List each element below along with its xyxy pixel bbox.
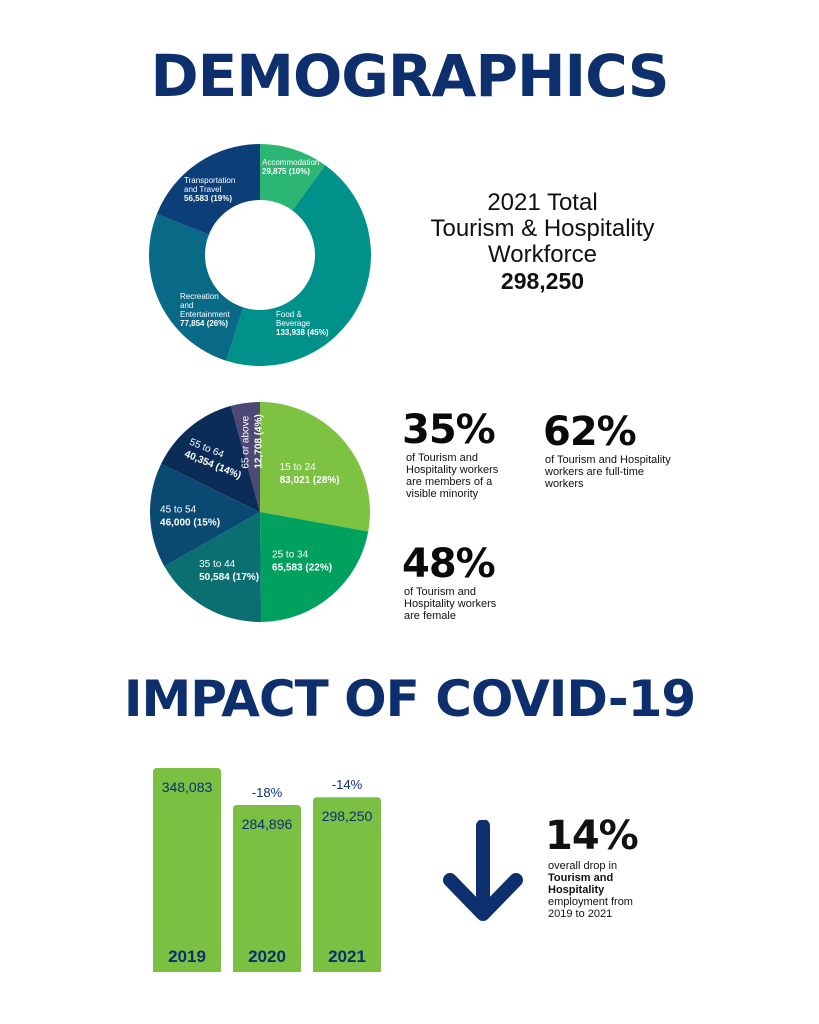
pie-value-15-to-24: 83,021 (28%) bbox=[280, 475, 340, 486]
workforce-line1: 2021 Total bbox=[487, 189, 598, 216]
overall-drop-desc: overall drop in Tourism and Hospitality … bbox=[548, 860, 638, 920]
demographics-heading: DEMOGRAPHICS bbox=[150, 42, 670, 110]
workforce-line2: Tourism & Hospitality bbox=[430, 215, 655, 242]
donut-label-recreation-and-entertainment: Recreation and Entertainment bbox=[180, 292, 231, 319]
employment-bar-chart: 348,083 2019 284,896 2020 -18% 298,250 2021 -14… bbox=[153, 768, 381, 972]
age-pie-chart: 15 to 24 83,021 (28%) 25 to 34 65,583 (22%)… bbox=[150, 402, 370, 622]
bar-category-2020: 2020 bbox=[248, 947, 286, 966]
donut-value-accommodation: 29,875 (10%) bbox=[262, 167, 310, 176]
pie-slice-65-or-above bbox=[230, 402, 260, 512]
pie-slice-15-to-24 bbox=[260, 402, 370, 532]
bar-value-2021: 298,250 bbox=[322, 808, 373, 824]
visible-minority-desc: of Tourism and Hospitality workers are m… bbox=[406, 452, 499, 500]
workforce-total: 298,250 bbox=[500, 268, 585, 294]
bar-value-2019: 348,083 bbox=[162, 779, 213, 795]
donut-slice-recreation-and-entertainment bbox=[148, 213, 244, 361]
female-desc: of Tourism and Hospitality workers are f… bbox=[404, 586, 497, 622]
donut-slice-food-beverage bbox=[226, 165, 371, 366]
donut-value-food-beverage: 133,938 (45%) bbox=[276, 328, 329, 337]
overall-drop-desc-post: employment from 2019 to 2021 bbox=[548, 896, 633, 920]
visible-minority-value: 35% bbox=[402, 407, 496, 453]
bar-change-2021: -14% bbox=[332, 777, 363, 792]
pie-slice-35-to-44 bbox=[164, 512, 262, 622]
donut-label-food-beverage: Food & Beverage bbox=[276, 310, 311, 328]
donut-value-recreation-and-entertainment: 77,854 (26%) bbox=[180, 319, 228, 328]
pie-slice-25-to-34 bbox=[260, 512, 369, 622]
overall-drop-value: 14% bbox=[545, 813, 639, 859]
bar-value-2020: 284,896 bbox=[242, 816, 293, 832]
donut-label-accommodation: Accommodation bbox=[262, 158, 319, 167]
pie-value-45-to-54: 46,000 (15%) bbox=[160, 517, 220, 528]
pie-label-35-to-44: 35 to 44 bbox=[199, 559, 236, 570]
pie-value-25-to-34: 65,583 (22%) bbox=[272, 562, 332, 573]
female-value: 48% bbox=[402, 541, 496, 587]
pie-label-15-to-24: 15 to 24 bbox=[280, 462, 317, 473]
workforce-line3: Workforce bbox=[488, 241, 597, 268]
workforce-summary: 2021 Total Tourism & Hospitality Workfor… bbox=[400, 189, 685, 295]
donut-slice-accommodation bbox=[260, 144, 326, 211]
overall-drop-desc-pre: overall drop in bbox=[548, 860, 618, 872]
full-time-desc: of Tourism and Hospitality workers are f… bbox=[545, 454, 671, 490]
bar-2020 bbox=[233, 805, 301, 972]
visible-minority-stat: 35% of Tourism and Hospitality workers a… bbox=[402, 408, 501, 500]
overall-drop-stat: 14% overall drop in Tourism and Hospital… bbox=[545, 812, 639, 920]
down-arrow-icon bbox=[443, 820, 523, 921]
pie-label-45-to-54: 45 to 54 bbox=[160, 504, 197, 515]
female-stat: 48% of Tourism and Hospitality workers a… bbox=[402, 542, 514, 622]
overall-drop-desc-bold: Tourism and Hospitality bbox=[548, 872, 614, 896]
bar-category-2019: 2019 bbox=[168, 947, 206, 966]
donut-slice-transportation-and-travel bbox=[156, 144, 260, 235]
pie-slice-45-to-54 bbox=[150, 463, 260, 567]
full-time-stat: 62% of Tourism and Hospitality workers a… bbox=[543, 410, 685, 490]
pie-value-35-to-44: 50,584 (17%) bbox=[199, 572, 259, 583]
donut-value-transportation-and-travel: 56,583 (19%) bbox=[184, 194, 232, 203]
bar-category-2021: 2021 bbox=[328, 947, 366, 966]
bar-change-2020: -18% bbox=[252, 785, 283, 800]
bar-2019 bbox=[153, 768, 221, 972]
pie-label-25-to-34: 25 to 34 bbox=[272, 549, 309, 560]
bar-2021 bbox=[313, 797, 381, 972]
pie-value-65-or-above: 12,708 (4%) bbox=[253, 414, 264, 468]
full-time-value: 62% bbox=[543, 409, 637, 455]
covid-heading: IMPACT OF COVID-19 bbox=[123, 670, 696, 728]
pie-slice-55-to-64 bbox=[161, 405, 260, 512]
pie-label-65-or-above: 65 or above bbox=[240, 415, 251, 468]
donut-label-transportation-and-travel: Transportation and Travel bbox=[184, 176, 235, 194]
